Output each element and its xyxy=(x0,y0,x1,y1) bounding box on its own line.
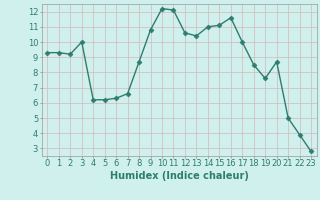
X-axis label: Humidex (Indice chaleur): Humidex (Indice chaleur) xyxy=(110,171,249,181)
